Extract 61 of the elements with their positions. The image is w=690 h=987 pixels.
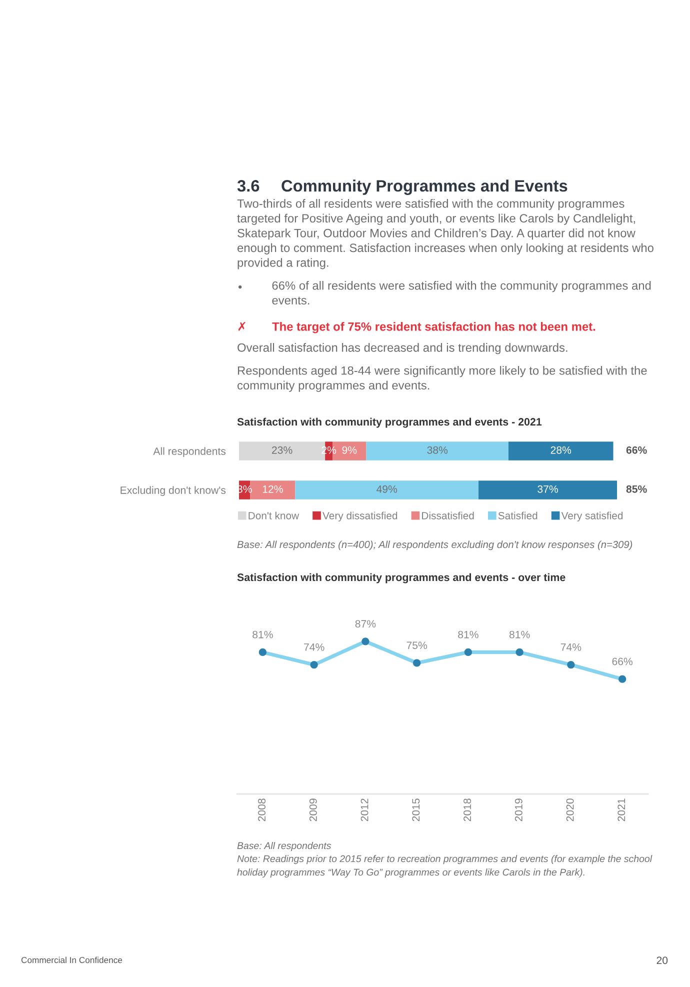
x-tick-label: 2019 <box>514 798 522 822</box>
chart-title: Satisfaction with community programmes and events - 2021 <box>237 418 542 428</box>
text: 85% <box>626 485 647 493</box>
point <box>618 675 626 683</box>
x-tick-label: 2021 <box>618 798 626 822</box>
point <box>413 659 421 667</box>
text: Two-thirds of all residents were satisfied with the community programmes targeted for Positive Ageing and youth, or events like Carols by Candlelight, Skatepark Tour, Outdoor Movies and Children’s Day. A quarter did not know enough to comment. Satisfaction increases when only looking at residents who provided a rating. <box>237 199 654 270</box>
x-tick-label: 2009 <box>309 798 317 822</box>
text: 66% <box>626 446 647 454</box>
data-label: 74% <box>560 643 582 651</box>
data-label: 74% <box>304 643 324 651</box>
text: ✗ <box>238 322 246 331</box>
text: • <box>238 285 242 289</box>
bar <box>366 442 508 460</box>
point <box>258 648 266 656</box>
text: 3.6 <box>237 180 260 192</box>
legend-label: Satisfied <box>498 512 538 520</box>
data-label: 9% <box>342 446 357 454</box>
text: Community Programmes and Events <box>282 180 568 195</box>
x-tick-label: 2012 <box>360 798 368 822</box>
x-tick-label: 2020 <box>566 798 574 822</box>
legend-label: Don't know <box>248 512 300 520</box>
point <box>516 648 524 656</box>
x-tick-label: 2008 <box>258 798 266 822</box>
text: 66% of all residents were satisfied with the community programmes and events. <box>272 281 651 305</box>
text: Note: Readings prior to 2015 refer to recreation programmes and events (for example the school holiday programmes “Way To Go” programmes or events like Carols in the Park). <box>237 855 652 878</box>
data-label: 49% <box>376 485 398 493</box>
point <box>567 660 575 669</box>
data-label: 23% <box>272 446 292 454</box>
chart-title: Satisfaction with community programmes and events - over time <box>237 573 566 584</box>
text: Base: All respondents (n=400); All respondents excluding don't know responses (n=309) <box>237 540 632 550</box>
text: 20 <box>656 956 668 964</box>
point <box>464 648 472 656</box>
legend-label: Dissatisfied <box>422 512 474 520</box>
text: The target of 75% resident satisfaction has not been met. <box>272 322 596 334</box>
bar <box>478 480 617 500</box>
text: Base: All respondents <box>237 842 332 852</box>
bar <box>250 480 296 500</box>
data-label: 81% <box>252 630 273 638</box>
x-tick-label: 2015 <box>412 798 420 822</box>
data-label: 81% <box>458 630 478 638</box>
data-label: 81% <box>509 630 530 638</box>
text: Respondents aged 18-44 were significantly more likely to be satisfied with the community programmes and events. <box>238 366 647 392</box>
data-label: 28% <box>550 446 572 454</box>
data-label: 87% <box>355 620 376 628</box>
legend-label: Very satisfied <box>561 512 623 522</box>
text: Overall satisfaction has decreased and is trending downwards. <box>238 343 568 354</box>
text: Commercial In Confidence <box>21 956 122 964</box>
bar <box>295 480 479 500</box>
x-tick-label: 2018 <box>464 798 472 822</box>
data-label: 38% <box>427 446 448 454</box>
y-tick-label: Excluding don't know's <box>120 486 226 496</box>
point <box>362 638 370 646</box>
legend-label: Very dissatisfied <box>322 512 398 522</box>
data-label: 75% <box>406 642 427 650</box>
data-label: 12% <box>262 485 283 493</box>
data-label: 66% <box>612 658 632 666</box>
point <box>310 660 318 669</box>
bar <box>508 442 614 460</box>
y-tick-label: All respondents <box>153 447 226 458</box>
data-label: 37% <box>538 485 558 493</box>
